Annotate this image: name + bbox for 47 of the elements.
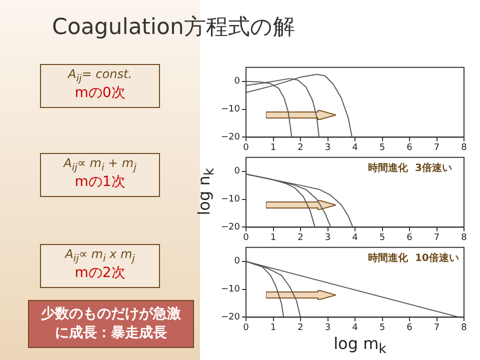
x-tick-label: 6	[406, 142, 413, 153]
y-tick-label: −20	[221, 312, 240, 323]
x-tick-label: 8	[461, 232, 468, 243]
x-tick-label: 1	[270, 142, 276, 153]
y-tick-label: 0	[234, 76, 240, 87]
text: A$_{ij}$= const.	[66, 67, 133, 84]
x-tick-label: 0	[243, 142, 250, 153]
x-tick-label: 3	[324, 232, 331, 243]
x-tick-label: 4	[352, 142, 358, 153]
x-tick-label: 1	[270, 232, 276, 243]
x-axis-title: log m$_{k}$	[332, 334, 388, 358]
y-tick-label: −10	[221, 284, 240, 295]
x-tick-label: 2	[298, 142, 304, 153]
y-tick-label: −20	[221, 132, 240, 143]
x-tick-label: 3	[324, 142, 331, 153]
chart-title: Coagulation方程式の解	[52, 14, 295, 42]
text: A$_{ij}$∝ m$_{i}$ + m$_{j}$	[62, 156, 138, 174]
y-tick-label: 0	[234, 256, 240, 267]
x-tick-label: 5	[379, 142, 386, 153]
text: mの2次	[74, 264, 126, 282]
text: A$_{ij}$∝ m$_{i}$ x m$_{j}$	[64, 247, 136, 264]
x-tick-label: 3	[324, 322, 331, 333]
x-tick-label: 0	[243, 232, 250, 243]
x-tick-label: 7	[434, 142, 440, 153]
y-tick-label: −20	[221, 222, 240, 233]
x-tick-label: 4	[352, 322, 358, 333]
x-tick-label: 5	[379, 322, 386, 333]
x-tick-label: 7	[434, 322, 440, 333]
annotation: 時間進化 3倍速い	[368, 161, 452, 175]
x-tick-label: 5	[379, 232, 386, 243]
x-tick-label: 1	[270, 322, 276, 333]
x-tick-label: 7	[434, 232, 440, 243]
x-tick-label: 4	[352, 232, 358, 243]
x-tick-label: 8	[461, 322, 468, 333]
x-tick-label: 0	[243, 322, 250, 333]
x-tick-label: 6	[406, 232, 413, 243]
x-tick-label: 2	[298, 322, 304, 333]
text: mの0次	[74, 84, 126, 102]
y-tick-label: −10	[221, 194, 240, 205]
text: 少数のものだけが急激に成長：暴走成長	[28, 300, 194, 348]
text: mの1次	[74, 173, 126, 192]
y-tick-label: −10	[221, 104, 240, 115]
annotation: 時間進化 10倍速い	[368, 251, 459, 265]
x-tick-label: 8	[461, 142, 468, 153]
x-tick-label: 6	[406, 322, 413, 333]
y-tick-label: 0	[234, 166, 240, 177]
x-tick-label: 2	[298, 232, 304, 243]
